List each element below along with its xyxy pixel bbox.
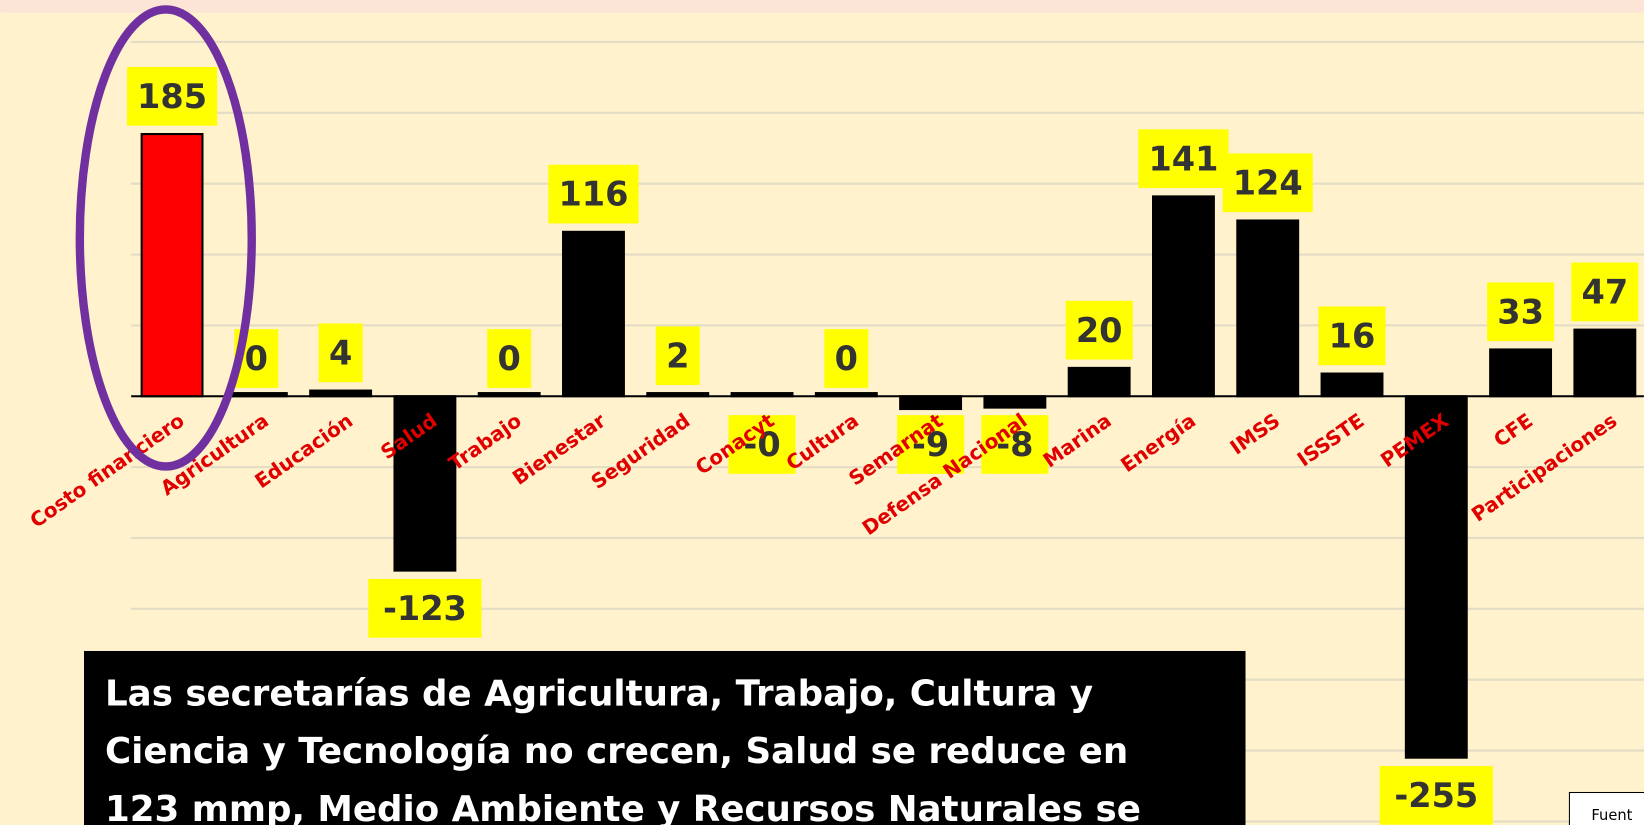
- value-label: -255: [1394, 776, 1478, 815]
- value-label-bg: [1487, 282, 1555, 342]
- value-label: 0: [498, 339, 521, 378]
- x-tick-label: Costo financiero: [26, 409, 189, 532]
- value-label: 141: [1148, 139, 1218, 178]
- x-tick-label: Trabajo: [445, 409, 526, 475]
- bar: [730, 392, 794, 398]
- x-tick-label: Marina: [1039, 409, 1116, 472]
- value-label: 185: [137, 77, 207, 116]
- bar: [1152, 195, 1215, 398]
- value-label-bg: [126, 66, 218, 126]
- value-label: 16: [1329, 316, 1376, 355]
- value-label: -8: [996, 425, 1033, 464]
- value-label-bg: [824, 329, 869, 388]
- value-label-bg: [368, 578, 482, 638]
- value-label: 124: [1233, 163, 1303, 202]
- annotation-box: [84, 650, 1246, 825]
- value-label-bg: [1571, 262, 1639, 322]
- annotation-line: Las secretarías de Agricultura, Trabajo,…: [105, 673, 1093, 714]
- x-tick-label: CFE: [1490, 409, 1537, 452]
- bar: [1067, 366, 1131, 398]
- value-label: 47: [1582, 272, 1629, 311]
- bar: [1320, 372, 1384, 398]
- highlight-ellipse: [75, 5, 256, 471]
- bar: [224, 392, 288, 398]
- value-label-bg: [548, 164, 639, 224]
- value-label: -0: [743, 425, 780, 464]
- top-strip: [0, 0, 1644, 13]
- value-label: 116: [558, 175, 628, 214]
- bar: [1573, 328, 1637, 398]
- value-label-bg: [1065, 300, 1133, 360]
- value-label: 33: [1497, 292, 1544, 331]
- bar: [393, 395, 457, 572]
- value-label-bg: [1138, 129, 1229, 189]
- value-label: 2: [666, 336, 689, 375]
- value-label: -9: [912, 425, 949, 464]
- bar: [814, 392, 878, 398]
- bar: [1236, 219, 1300, 398]
- bar: [477, 392, 541, 398]
- bar: [646, 392, 710, 398]
- source-box: [1568, 791, 1644, 825]
- bar: [140, 133, 204, 398]
- value-label: 0: [835, 339, 858, 378]
- value-label-bg: [728, 415, 796, 474]
- value-label-bg: [981, 415, 1049, 474]
- annotation-line: Ciencia y Tecnología no crecen, Salud se…: [105, 731, 1128, 772]
- x-tick-label: IMSS: [1226, 409, 1284, 459]
- value-label-bg: [487, 329, 532, 388]
- x-tick-label: ISSSTE: [1293, 409, 1368, 471]
- value-label-bg: [1379, 766, 1493, 825]
- bar: [899, 395, 963, 411]
- bar: [562, 230, 625, 398]
- bar: [309, 389, 373, 398]
- bar: [983, 395, 1047, 409]
- source: Fuent: [1591, 807, 1632, 824]
- value-label: 0: [245, 339, 268, 378]
- bar: [1489, 348, 1553, 398]
- value-label-bg: [318, 323, 363, 383]
- value-label: 4: [329, 333, 352, 372]
- value-label: 20: [1076, 311, 1123, 350]
- value-label-bg: [655, 326, 700, 386]
- value-label: -123: [383, 589, 467, 628]
- annotation-line: 123 mmp, Medio Ambiente y Recursos Natur…: [105, 789, 1141, 825]
- value-label-bg: [897, 415, 965, 474]
- bar: [1404, 395, 1468, 759]
- value-label-bg: [1318, 306, 1386, 366]
- value-label-bg: [1222, 153, 1313, 213]
